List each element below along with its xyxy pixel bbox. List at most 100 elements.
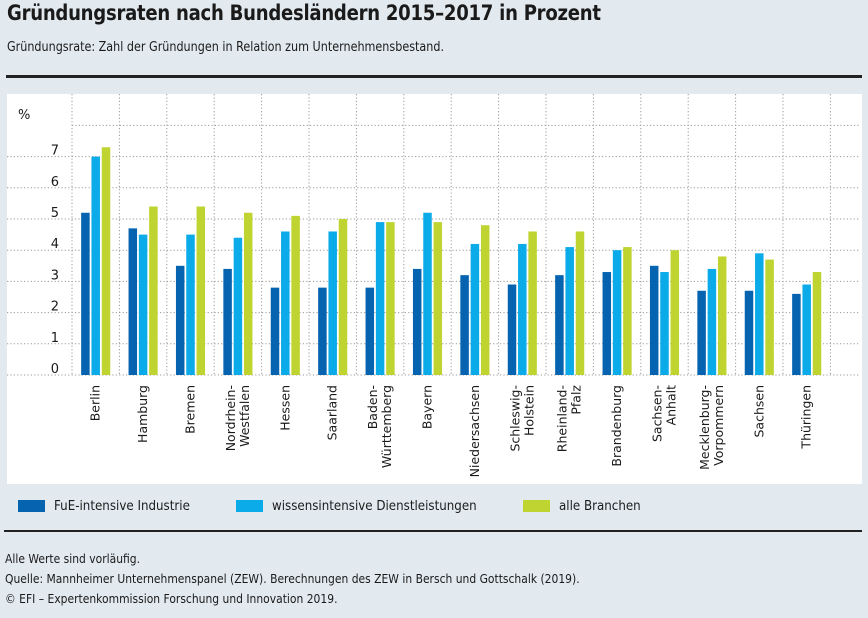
x-tick-label-line: Thüringen: [799, 385, 814, 450]
x-tick-label: Berlin: [88, 385, 103, 421]
bar: [602, 272, 612, 375]
footer-copyright: © EFI – Expertenkommission Forschung und…: [5, 591, 338, 606]
bar: [138, 234, 148, 375]
x-tick-label-line: Brandenburg: [609, 385, 624, 467]
bar: [470, 243, 480, 375]
x-tick-label-line: Anhalt: [664, 385, 679, 426]
bar: [792, 293, 801, 375]
x-tick-label-line: Berlin: [88, 385, 103, 421]
x-tick-label-line: Vorpommern: [711, 385, 726, 466]
footer-divider: [4, 530, 862, 532]
legend-item-fue: FuE-intensive Industrie: [18, 498, 208, 514]
bar: [423, 212, 432, 375]
legend-swatch-wissen: [236, 500, 263, 512]
x-tick-label: Saarland: [325, 385, 340, 440]
x-tick-label-line: Bayern: [420, 385, 435, 429]
bar: [612, 250, 622, 375]
x-tick-label-line: Pfalz: [569, 385, 584, 415]
bar: [433, 222, 443, 375]
bar: [196, 206, 206, 375]
x-tick-label-line: Schleswig-: [507, 385, 522, 452]
bar: [697, 290, 706, 375]
bar: [480, 225, 490, 375]
x-tick-label: Brandenburg: [609, 385, 624, 467]
legend-label-wissen: wissensintensive Dienstleistungen: [272, 498, 477, 514]
bar: [649, 265, 659, 375]
y-tick-label: 1: [51, 331, 59, 346]
bar: [338, 219, 348, 375]
bar: [149, 206, 158, 375]
bar: [223, 268, 232, 375]
y-axis-label: %: [18, 108, 30, 123]
y-axis: % 0 1 2 3 4 5 6 7: [18, 108, 59, 377]
x-tick-label-line: Niedersachsen: [467, 385, 482, 477]
y-tick-label: 4: [51, 237, 59, 252]
bar: [575, 231, 585, 375]
bar: [507, 284, 517, 375]
legend-label-alle: alle Branchen: [559, 498, 641, 514]
footer-source: Quelle: Mannheimer Unternehmenspanel (ZE…: [5, 571, 580, 586]
bar: [175, 265, 185, 375]
x-tick-label: Nordrhein- Westfalen: [223, 385, 252, 451]
chart-subtitle: Gründungsrate: Zahl der Gründungen in Re…: [7, 40, 445, 55]
bar: [412, 268, 422, 375]
x-tick-label: Baden- Württemberg: [365, 385, 394, 468]
y-tick-label: 7: [51, 144, 59, 159]
y-tick-label: 2: [51, 300, 59, 315]
bar: [186, 234, 195, 375]
bar: [717, 256, 727, 375]
bar: [565, 247, 574, 375]
bar: [365, 287, 375, 375]
x-tick-label: Hamburg: [135, 385, 150, 443]
bars: [81, 147, 822, 375]
x-tick-label-line: Württemberg: [379, 385, 394, 468]
bar: [281, 231, 290, 375]
bar: [707, 268, 717, 375]
bar: [328, 231, 337, 375]
x-tick-label-line: Hamburg: [135, 385, 150, 443]
x-tick-label: Bayern: [420, 385, 435, 429]
y-tick-label: 6: [51, 175, 59, 190]
x-tick-label: Thüringen: [799, 385, 814, 450]
bar: [128, 228, 138, 375]
x-axis: Berlin Hamburg Bremen Nordrhein- Westfalen He…: [88, 385, 814, 478]
bar: [518, 243, 527, 375]
bar: [528, 231, 537, 375]
x-tick-label-line: Baden-: [365, 385, 380, 429]
x-tick-label-line: Mecklenburg-: [697, 385, 712, 470]
bar-chart: % 0 1 2 3 4 5 6 7 Berlin Hamburg Bremen Nordrhein-…: [7, 94, 860, 478]
bar: [765, 259, 774, 375]
bar: [660, 272, 669, 375]
footer-note: Alle Werte sind vorläufig.: [5, 551, 141, 566]
bar: [812, 272, 822, 375]
bar: [375, 222, 385, 375]
legend-label-fue: FuE-intensive Industrie: [54, 498, 190, 514]
bar: [670, 250, 680, 375]
x-tick-label: Bremen: [183, 385, 198, 434]
chart-title: Gründungsraten nach Bundesländern 2015–2…: [7, 1, 601, 25]
x-tick-label: Rheinland- Pfalz: [555, 385, 584, 453]
x-tick-label: Mecklenburg- Vorpommern: [697, 385, 726, 470]
legend-item-alle: alle Branchen: [523, 498, 652, 514]
bar: [755, 253, 764, 375]
x-tick-label-line: Westfalen: [237, 385, 252, 447]
x-tick-label-line: Saarland: [325, 385, 340, 440]
x-tick-label: Sachsen: [751, 385, 766, 438]
bar: [555, 275, 564, 375]
x-tick-label-line: Nordrhein-: [223, 385, 238, 451]
bar: [386, 222, 395, 375]
x-tick-label-line: Hessen: [277, 385, 292, 431]
bar: [270, 287, 280, 375]
x-tick-label-line: Bremen: [183, 385, 198, 434]
legend-item-wissen: wissensintensive Dienstleistungen: [236, 498, 505, 514]
x-tick-label-line: Sachsen: [751, 385, 766, 438]
gridlines: [7, 94, 860, 376]
x-tick-label: Schleswig- Holstein: [507, 385, 536, 452]
y-tick-label: 5: [51, 206, 59, 221]
header-divider: [6, 75, 862, 78]
bar: [91, 156, 100, 375]
bar: [460, 275, 469, 375]
bar: [318, 287, 327, 375]
bar: [802, 284, 811, 375]
x-tick-label-line: Sachsen-: [650, 385, 665, 442]
